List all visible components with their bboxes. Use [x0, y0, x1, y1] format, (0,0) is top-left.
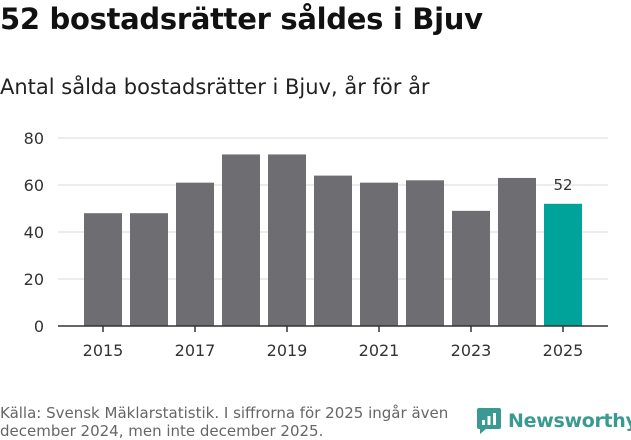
y-tick-label-60: 60: [24, 176, 44, 195]
brand-name: Newsworthy: [508, 410, 631, 432]
bar-2016: [130, 213, 168, 326]
newsworthy-logo-icon: [477, 408, 501, 434]
y-tick-label-80: 80: [24, 129, 44, 148]
bar-2018: [222, 154, 260, 326]
source-note: Källa: Svensk Mäklarstatistik. I siffror…: [0, 404, 449, 440]
x-tick-label-2025: 2025: [543, 341, 584, 360]
x-tick-label-2017: 2017: [175, 341, 216, 360]
x-tick-label-2015: 2015: [83, 341, 124, 360]
x-tick-label-2021: 2021: [359, 341, 400, 360]
bar-2022: [406, 180, 444, 326]
bar-2015: [84, 213, 122, 326]
bar-2019: [268, 154, 306, 326]
bar-2020: [314, 175, 352, 326]
chart-subtitle: Antal sålda bostadsrätter i Bjuv, år för…: [0, 75, 430, 99]
bar-2023: [452, 210, 490, 326]
bar-2021: [360, 182, 398, 326]
bar-2024: [498, 177, 536, 326]
bar-2025: [544, 203, 582, 326]
chart-title: 52 bostadsrätter såldes i Bjuv: [0, 2, 483, 36]
y-tick-label-0: 0: [34, 317, 44, 336]
bar-chart: 0 20 40 60 80 52 2015 2017 2019 2021 2023 2025: [24, 129, 608, 360]
bar-2017: [176, 182, 214, 326]
x-tick-label-2019: 2019: [267, 341, 308, 360]
newsworthy-brand[interactable]: Newsworthy: [476, 407, 631, 435]
data-label-2025: 52: [553, 176, 572, 194]
x-tick-label-2023: 2023: [451, 341, 492, 360]
y-tick-label-20: 20: [24, 270, 44, 289]
y-tick-label-40: 40: [24, 223, 44, 242]
